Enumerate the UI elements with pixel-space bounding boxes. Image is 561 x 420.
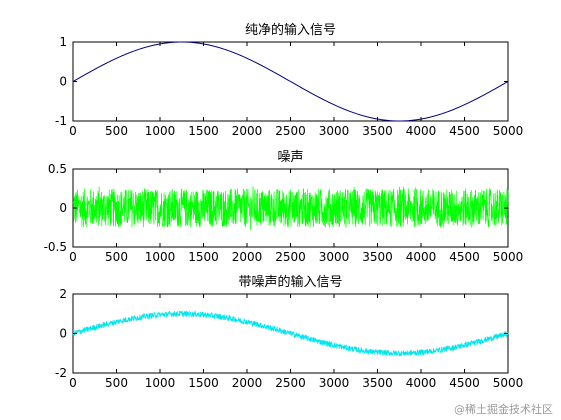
x-tick-label: 2500 xyxy=(275,250,306,264)
y-tick-label: -2 xyxy=(55,366,67,380)
watermark-text: @稀土掘金技术社区 xyxy=(454,403,553,416)
x-tick-label: 4500 xyxy=(449,376,480,390)
x-tick-label: 0 xyxy=(69,124,77,138)
x-tick-label: 2500 xyxy=(275,376,306,390)
y-tick-label: 0.5 xyxy=(48,162,67,176)
x-tick-label: 1500 xyxy=(188,376,219,390)
x-tick-label: 5000 xyxy=(493,250,524,264)
series-line-1 xyxy=(72,186,509,231)
x-tick-label: 4500 xyxy=(449,124,480,138)
x-tick-label: 2000 xyxy=(232,250,263,264)
x-tick-label: 4000 xyxy=(406,376,437,390)
x-tick-label: 4000 xyxy=(406,124,437,138)
x-tick-label: 3000 xyxy=(319,250,350,264)
y-tick-label: 0 xyxy=(59,75,67,89)
x-tick-label: 500 xyxy=(105,124,128,138)
x-tick-label: 1000 xyxy=(145,250,176,264)
x-tick-label: 2500 xyxy=(275,124,306,138)
x-tick-label: 1500 xyxy=(188,250,219,264)
y-tick-label: -1 xyxy=(55,114,67,128)
x-tick-label: 1000 xyxy=(145,124,176,138)
x-tick-label: 2000 xyxy=(232,124,263,138)
subplot-2: 噪声 0 500 1000 1500 2000 2500 3000 3500 4000 4500 50… xyxy=(44,150,524,264)
series-line-1 xyxy=(72,310,509,357)
subplot-3: 带噪声的输入信号 0 500 1000 1500 2000 2500 3000 3500 4000… xyxy=(55,274,523,390)
x-tick-label: 5000 xyxy=(493,376,524,390)
x-tick-label: 3500 xyxy=(362,124,393,138)
x-tick-label: 3500 xyxy=(362,376,393,390)
y-tick-label: 0 xyxy=(59,327,67,341)
x-tick-label: 4500 xyxy=(449,250,480,264)
x-tick-label: 1000 xyxy=(145,376,176,390)
x-tick-label: 500 xyxy=(105,376,128,390)
subplot-1: 纯净的输入信号 0 500 1000 1500 2000 2500 3000 3500 4000 4… xyxy=(55,22,523,138)
x-tick-label: 1500 xyxy=(188,124,219,138)
y-tick-label: 2 xyxy=(59,287,67,301)
x-tick-label: 3000 xyxy=(319,124,350,138)
x-tick-label: 2000 xyxy=(232,376,263,390)
x-tick-label: 3500 xyxy=(362,250,393,264)
x-tick-label: 3000 xyxy=(319,376,350,390)
y-tick-label: 0 xyxy=(59,201,67,215)
x-tick-label: 0 xyxy=(69,250,77,264)
x-tick-label: 0 xyxy=(69,376,77,390)
x-tick-label: 5000 xyxy=(493,124,524,138)
x-tick-label: 4000 xyxy=(406,250,437,264)
x-tick-label: 500 xyxy=(105,250,128,264)
subplot-title: 噪声 xyxy=(277,150,303,165)
series-line-1 xyxy=(72,41,509,122)
subplot-title: 带噪声的输入信号 xyxy=(238,274,342,290)
subplot-title: 纯净的输入信号 xyxy=(245,22,336,38)
y-tick-label: -0.5 xyxy=(44,240,67,254)
y-tick-label: 1 xyxy=(59,35,67,49)
